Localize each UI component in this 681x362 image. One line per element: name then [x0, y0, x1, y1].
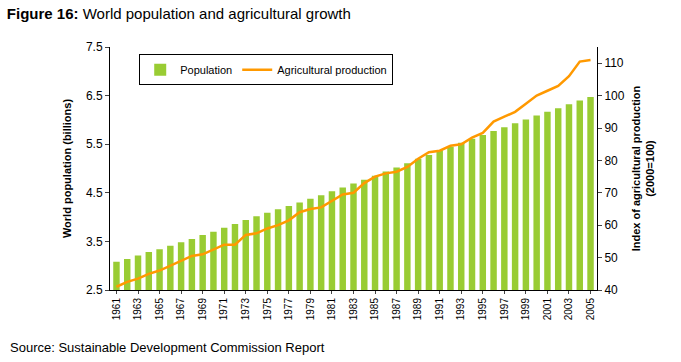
svg-text:1973: 1973: [240, 298, 251, 321]
svg-text:World population (billions): World population (billions): [61, 99, 73, 238]
svg-text:5.5: 5.5: [86, 137, 103, 151]
svg-text:80: 80: [604, 154, 618, 168]
svg-text:1975: 1975: [262, 298, 273, 321]
svg-text:2.5: 2.5: [86, 283, 103, 297]
svg-text:1993: 1993: [455, 298, 466, 321]
svg-text:Population: Population: [180, 64, 232, 76]
svg-text:3.5: 3.5: [86, 235, 103, 249]
svg-text:1985: 1985: [369, 298, 380, 321]
svg-text:1995: 1995: [477, 298, 488, 321]
svg-text:1965: 1965: [154, 298, 165, 321]
svg-text:Index of agricultural producti: Index of agricultural production(2000=10…: [630, 85, 656, 251]
svg-text:60: 60: [604, 218, 618, 232]
svg-text:7.5: 7.5: [86, 40, 103, 54]
svg-text:1997: 1997: [499, 298, 510, 321]
svg-text:Source: Sustainable Developmen: Source: Sustainable Development Commissi…: [10, 340, 325, 355]
svg-text:6.5: 6.5: [86, 89, 103, 103]
svg-text:1963: 1963: [132, 298, 143, 321]
svg-text:1999: 1999: [520, 298, 531, 321]
svg-text:50: 50: [604, 251, 618, 265]
svg-text:110: 110: [604, 56, 623, 70]
svg-text:2005: 2005: [585, 298, 596, 321]
svg-text:4.5: 4.5: [86, 186, 103, 200]
svg-text:1991: 1991: [434, 298, 445, 321]
svg-text:90: 90: [604, 121, 618, 135]
svg-text:Figure 16: World population an: Figure 16: World population and agricult…: [7, 5, 351, 22]
svg-text:2001: 2001: [542, 298, 553, 321]
svg-text:1967: 1967: [175, 298, 186, 321]
svg-text:70: 70: [604, 186, 618, 200]
svg-text:1983: 1983: [348, 298, 359, 321]
svg-text:1981: 1981: [326, 298, 337, 321]
svg-text:Agricultural production: Agricultural production: [277, 64, 386, 76]
svg-text:1979: 1979: [305, 298, 316, 321]
svg-text:100: 100: [604, 89, 624, 103]
svg-text:2003: 2003: [563, 298, 574, 321]
svg-text:1971: 1971: [218, 298, 229, 321]
svg-text:1969: 1969: [197, 298, 208, 321]
svg-text:40: 40: [604, 283, 618, 297]
svg-text:1977: 1977: [283, 298, 294, 321]
svg-text:1987: 1987: [391, 298, 402, 321]
svg-text:1989: 1989: [412, 298, 423, 321]
svg-text:1961: 1961: [111, 298, 122, 321]
